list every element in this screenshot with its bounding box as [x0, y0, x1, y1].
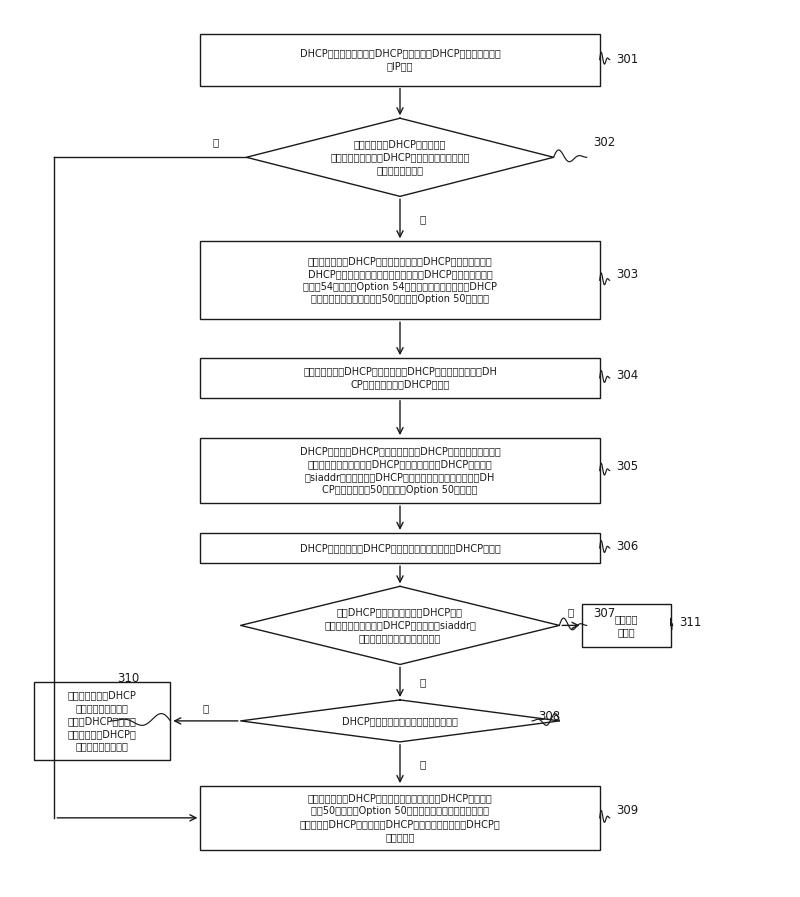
- Text: 是: 是: [420, 759, 426, 769]
- Text: DHCP客户端向网络中的DHCP服务器广播DHCP发现报文，以申
请IP地址: DHCP客户端向网络中的DHCP服务器广播DHCP发现报文，以申 请IP地址: [300, 48, 500, 71]
- FancyBboxPatch shape: [582, 604, 670, 647]
- Text: 307: 307: [593, 606, 615, 620]
- Polygon shape: [241, 587, 559, 665]
- Text: 302: 302: [593, 136, 615, 149]
- FancyBboxPatch shape: [34, 682, 170, 760]
- Text: 是: 是: [420, 213, 426, 223]
- Polygon shape: [241, 700, 559, 742]
- Text: 处于主机状态的DHCP服务器通过一定机制确保DHCP请求报文
的第50号选项（Option 50）字段中的地址信息在网络内未
被使用并向DHCP客户端返回DHC: 处于主机状态的DHCP服务器通过一定机制确保DHCP请求报文 的第50号选项（O…: [300, 794, 500, 842]
- FancyBboxPatch shape: [200, 786, 600, 849]
- Text: 处于从机状态的DHCP
服务器监听处于主机
状态的DHCP服务器的
状态，对此次DHCP地
址分配不做任何处理: 处于从机状态的DHCP 服务器监听处于主机 状态的DHCP服务器的 状态，对此次…: [67, 691, 137, 752]
- Polygon shape: [246, 118, 554, 196]
- FancyBboxPatch shape: [200, 438, 600, 503]
- Text: 网络中的多个DHCP服务器通过
相应的三层接口接收DHCP发现报文，并判断是否
自己处于主机状态: 网络中的多个DHCP服务器通过 相应的三层接口接收DHCP发现报文，并判断是否 …: [330, 140, 470, 175]
- Text: DHCP服务器判断自己是否处于主机状态: DHCP服务器判断自己是否处于主机状态: [342, 716, 458, 726]
- FancyBboxPatch shape: [200, 241, 600, 319]
- Text: DHCP客户端将DHCP响应报文中每个DHCP服务器的三层接口的
地址，分别封装在与每个DHCP响应报文对应的DHCP请求报文
的siaddr字段中，并将DHC: DHCP客户端将DHCP响应报文中每个DHCP服务器的三层接口的 地址，分别封装…: [300, 447, 500, 495]
- Text: 305: 305: [616, 460, 638, 473]
- Text: DHCP客户端将每个DHCP请求报文分别发送给每个DHCP服务器: DHCP客户端将每个DHCP请求报文分别发送给每个DHCP服务器: [300, 543, 500, 553]
- Text: 处于主机状态的DHCP服务器将网络所有DHCP服务器的接收到
DHCP发现报文的三层接口的地址封装在DHCP请求报文的扩展
后的第54号选项（Option 54: 处于主机状态的DHCP服务器将网络所有DHCP服务器的接收到 DHCP发现报文的…: [303, 256, 497, 304]
- Text: 301: 301: [616, 53, 638, 66]
- Text: 每个DHCP服务器接收相应的DHCP请求
报文，并判断接收到的DHCP请求报文中siaddr字
段中是否是自己的三层接口地址: 每个DHCP服务器接收相应的DHCP请求 报文，并判断接收到的DHCP请求报文中…: [324, 607, 476, 643]
- Text: 不进行任
何处理: 不进行任 何处理: [615, 614, 638, 637]
- Text: 处于主机状态的DHCP服务器在生成DHCP响应报文之后，将DH
CP响应报文发送给DHCP客户端: 处于主机状态的DHCP服务器在生成DHCP响应报文之后，将DH CP响应报文发送…: [303, 367, 497, 389]
- Text: 303: 303: [616, 268, 638, 281]
- Text: 否: 否: [202, 703, 209, 713]
- FancyBboxPatch shape: [200, 358, 600, 398]
- Text: 是: 是: [420, 677, 426, 687]
- Text: 否: 否: [213, 137, 219, 147]
- Text: 310: 310: [118, 673, 140, 685]
- FancyBboxPatch shape: [200, 533, 600, 563]
- Text: 306: 306: [616, 540, 638, 553]
- Text: 309: 309: [616, 804, 638, 817]
- FancyBboxPatch shape: [200, 33, 600, 85]
- Text: 311: 311: [678, 616, 701, 629]
- Text: 308: 308: [538, 710, 560, 723]
- Text: 304: 304: [616, 370, 638, 382]
- Text: 否: 否: [568, 607, 574, 617]
